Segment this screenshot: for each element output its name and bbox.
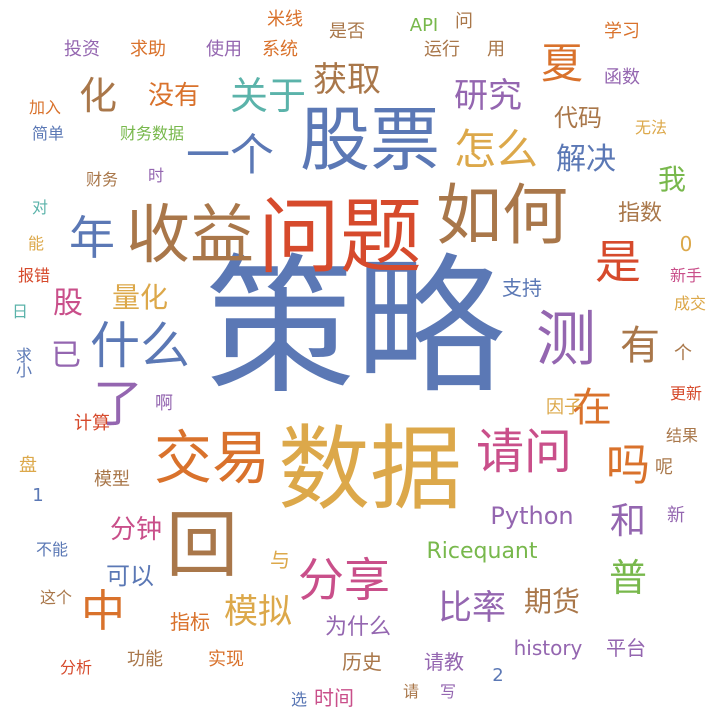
word-2: 数据 <box>277 416 463 523</box>
word-21: 在 <box>572 385 612 431</box>
word-74: API <box>409 15 439 36</box>
word-16: 怎么 <box>453 125 539 174</box>
word-67: 啊 <box>155 393 173 414</box>
word-92: 报错 <box>17 266 51 285</box>
word-7: 回 <box>165 503 239 587</box>
word-83: 函数 <box>604 67 640 88</box>
word-71: 1 <box>32 485 44 506</box>
word-41: 代码 <box>554 104 602 132</box>
word-69: 盘 <box>19 455 37 476</box>
word-87: 无法 <box>634 118 668 137</box>
word-5: 如何 <box>436 177 568 254</box>
word-42: 我 <box>657 163 687 196</box>
word-51: 平台 <box>606 636 646 660</box>
word-3: 问题 <box>257 190 423 285</box>
word-32: 期货 <box>523 585 581 618</box>
word-68: 计算 <box>74 413 110 434</box>
word-90: 对 <box>31 198 49 217</box>
word-57: 与 <box>270 548 290 572</box>
word-82: 用 <box>487 39 505 60</box>
word-45: 为什么 <box>324 615 392 640</box>
word-55: 这个 <box>39 588 73 607</box>
word-28: 研究 <box>454 76 522 116</box>
word-19: 中 <box>81 586 125 637</box>
word-35: 已 <box>51 338 81 373</box>
word-1: 策略 <box>204 241 506 415</box>
word-88: 财务 <box>85 170 119 189</box>
word-72: 米线 <box>267 9 303 30</box>
word-48: 时间 <box>314 686 354 710</box>
word-85: 简单 <box>31 124 65 143</box>
word-79: 使用 <box>206 39 242 60</box>
word-4: 股票 <box>300 99 440 181</box>
word-62: 更新 <box>669 384 703 403</box>
word-29: 解决 <box>556 142 616 177</box>
word-8: 交易 <box>153 424 271 492</box>
word-46: 指标 <box>170 610 210 634</box>
word-31: 模拟 <box>224 592 292 632</box>
word-91: 能 <box>27 234 45 253</box>
word-61: 个 <box>674 343 692 364</box>
word-84: 加入 <box>28 98 62 117</box>
word-25: 化 <box>78 74 118 118</box>
word-58: 支持 <box>502 276 542 300</box>
word-43: 指数 <box>617 201 663 226</box>
word-63: 结果 <box>665 426 699 445</box>
word-30: 比率 <box>438 588 506 628</box>
word-54: 分析 <box>59 658 93 677</box>
word-18: 分享 <box>298 553 390 607</box>
word-15: 了 <box>93 375 143 433</box>
word-13: 是 <box>595 235 641 289</box>
word-34: 股 <box>53 286 83 321</box>
word-59: 成交 <box>673 294 707 313</box>
word-70: 模型 <box>94 469 130 490</box>
word-80: 系统 <box>262 39 298 60</box>
word-97: 请 <box>402 682 420 701</box>
word-26: 关于 <box>229 74 307 118</box>
word-9: 测 <box>536 305 596 375</box>
word-33: 量化 <box>111 281 169 314</box>
word-38: Python <box>490 502 574 530</box>
word-11: 请问 <box>475 424 573 480</box>
word-17: 年 <box>69 211 115 265</box>
word-75: 问 <box>455 11 473 32</box>
word-39: Ricequant <box>426 539 538 564</box>
word-78: 求助 <box>130 39 166 60</box>
word-50: history <box>513 636 583 660</box>
word-49: 请教 <box>424 650 464 674</box>
word-24: 夏 <box>540 39 584 88</box>
word-37: 可以 <box>106 562 154 590</box>
word-36: 分钟 <box>109 515 163 545</box>
word-77: 投资 <box>64 39 100 60</box>
word-73: 是否 <box>329 21 365 42</box>
word-65: 新 <box>667 505 685 526</box>
word-44: 0 <box>679 232 693 256</box>
word-23: 普 <box>608 556 648 600</box>
word-60: 新手 <box>669 266 703 285</box>
word-6: 收益 <box>126 199 254 273</box>
word-40: 没有 <box>147 81 201 111</box>
word-27: 获取 <box>313 60 381 100</box>
word-52: 功能 <box>127 649 163 670</box>
word-89: 时 <box>147 166 165 185</box>
word-76: 学习 <box>604 21 640 42</box>
word-20: 有 <box>620 323 660 369</box>
word-14: 什么 <box>90 317 190 375</box>
word-94: 求小 <box>13 346 32 378</box>
word-96: 选 <box>290 690 308 709</box>
word-98: 写 <box>439 682 457 701</box>
word-86: 财务数据 <box>119 124 185 143</box>
word-81: 运行 <box>424 39 460 60</box>
word-95: 2 <box>492 665 504 686</box>
word-64: 呢 <box>655 457 673 478</box>
word-66: 因子 <box>546 397 582 418</box>
word-22: 和 <box>609 501 647 542</box>
word-53: 实现 <box>208 649 244 670</box>
word-93: 日 <box>11 302 29 321</box>
word-47: 历史 <box>342 650 382 674</box>
word-56: 不能 <box>35 540 69 559</box>
word-12: 吗 <box>606 440 650 491</box>
word-10: 一个 <box>186 130 274 181</box>
